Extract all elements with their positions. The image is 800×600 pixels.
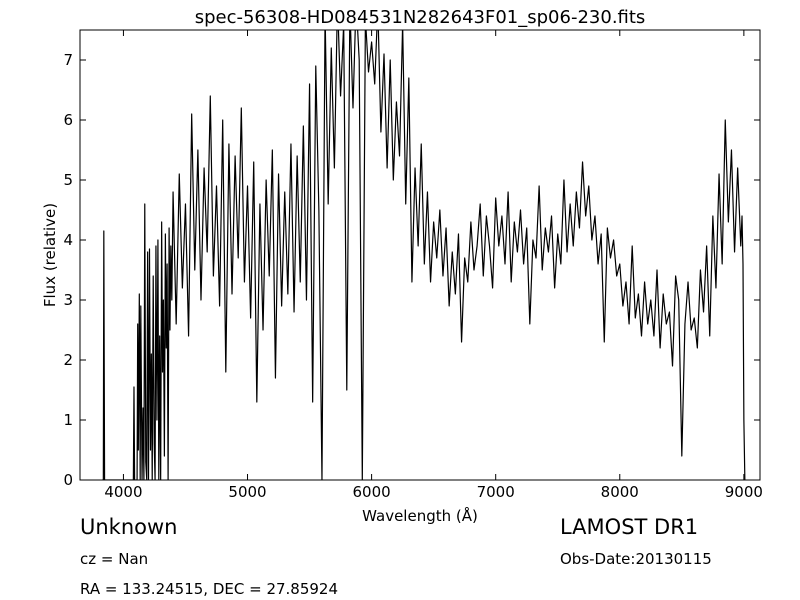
y-tick-label: 0 — [63, 471, 73, 489]
x-tick-label: 8000 — [601, 483, 639, 501]
y-tick-label: 5 — [63, 171, 73, 189]
annotation: cz = Nan — [80, 550, 148, 568]
y-tick-label: 6 — [63, 111, 73, 129]
y-tick-label: 4 — [63, 231, 73, 249]
annotation: Obs-Date:20130115 — [560, 550, 712, 568]
x-tick-label: 9000 — [725, 483, 763, 501]
plot-area — [102, 30, 746, 480]
y-tick-label: 2 — [63, 351, 73, 369]
annotation: LAMOST DR1 — [560, 515, 698, 539]
y-tick-label: 3 — [63, 291, 73, 309]
x-tick-label: 5000 — [228, 483, 266, 501]
y-axis-label: Flux (relative) — [41, 203, 59, 307]
x-tick-label: 6000 — [353, 483, 391, 501]
annotation: RA = 133.24515, DEC = 27.85924 — [80, 580, 338, 598]
y-tick-label: 7 — [63, 51, 73, 69]
y-tick-label: 1 — [63, 411, 73, 429]
plot-frame — [79, 29, 761, 481]
chart-title: spec-56308-HD084531N282643F01_sp06-230.f… — [195, 7, 646, 28]
x-tick-label: 4000 — [104, 483, 142, 501]
spectrum-line — [102, 30, 746, 480]
annotation: Unknown — [80, 515, 177, 539]
x-axis-label: Wavelength (Å) — [362, 506, 478, 525]
x-tick-label: 7000 — [477, 483, 515, 501]
